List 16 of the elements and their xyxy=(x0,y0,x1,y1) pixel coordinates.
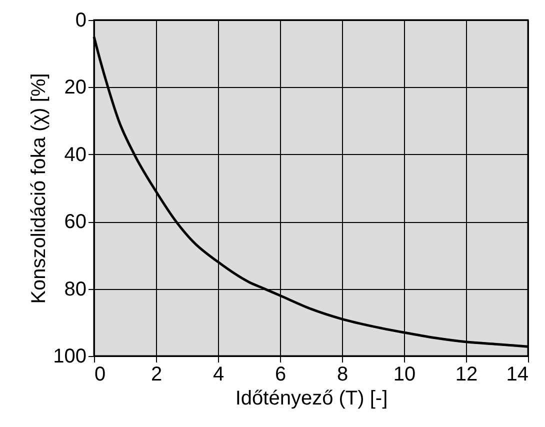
y-tick-label: 0 xyxy=(75,10,86,32)
x-tick-label: 0 xyxy=(94,364,106,386)
x-tick-label: 10 xyxy=(393,364,416,386)
x-tick-label: 2 xyxy=(150,364,162,386)
x-tick-label: 8 xyxy=(336,364,348,386)
y-tick-label: 60 xyxy=(64,211,86,234)
y-tick-label: 80 xyxy=(64,278,86,300)
y-tick-label: 40 xyxy=(64,144,86,166)
y-tick-label: 100 xyxy=(53,346,86,368)
x-tick-label: 6 xyxy=(274,364,286,386)
x-tick-label: 4 xyxy=(212,364,224,386)
x-axis-title: Időtényező (T) [-] xyxy=(235,388,388,410)
x-tick-label: 14 xyxy=(506,364,528,386)
x-tick-label: 12 xyxy=(455,364,478,386)
y-axis-title: Konszolidáció foka (χ) [%] xyxy=(28,73,50,304)
y-tick-label: 20 xyxy=(64,76,86,99)
